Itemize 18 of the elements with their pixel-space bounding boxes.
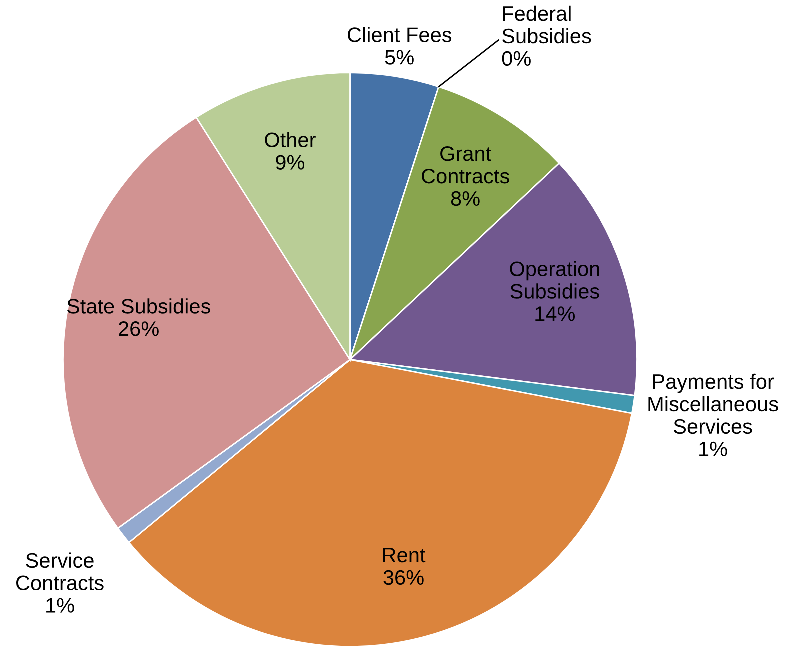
slice-label: Payments for Miscellaneous Services: [648, 374, 778, 434]
text: 0%: [502, 51, 531, 66]
data-label: 9%: [276, 155, 305, 170]
category-label: Federal Subsidies: [502, 6, 592, 44]
slice-label: Rent: [383, 548, 426, 563]
data-label: 1%: [700, 442, 728, 456]
data-label: 8%: [451, 191, 480, 206]
data-label: 36%: [384, 570, 424, 586]
data-label: 1%: [46, 598, 74, 613]
slice-label: Other: [265, 132, 316, 148]
slice-label: Grant Contracts: [422, 146, 510, 184]
slice-label: State Subsidies: [67, 298, 210, 314]
slice-label: Operation Subsidies: [510, 261, 600, 299]
slice-label: Client Fees: [348, 27, 452, 42]
data-label: 26%: [119, 322, 159, 336]
slice-label: Service Contracts: [16, 552, 104, 591]
data-label: 14%: [536, 306, 576, 322]
data-label: 5%: [385, 50, 414, 65]
